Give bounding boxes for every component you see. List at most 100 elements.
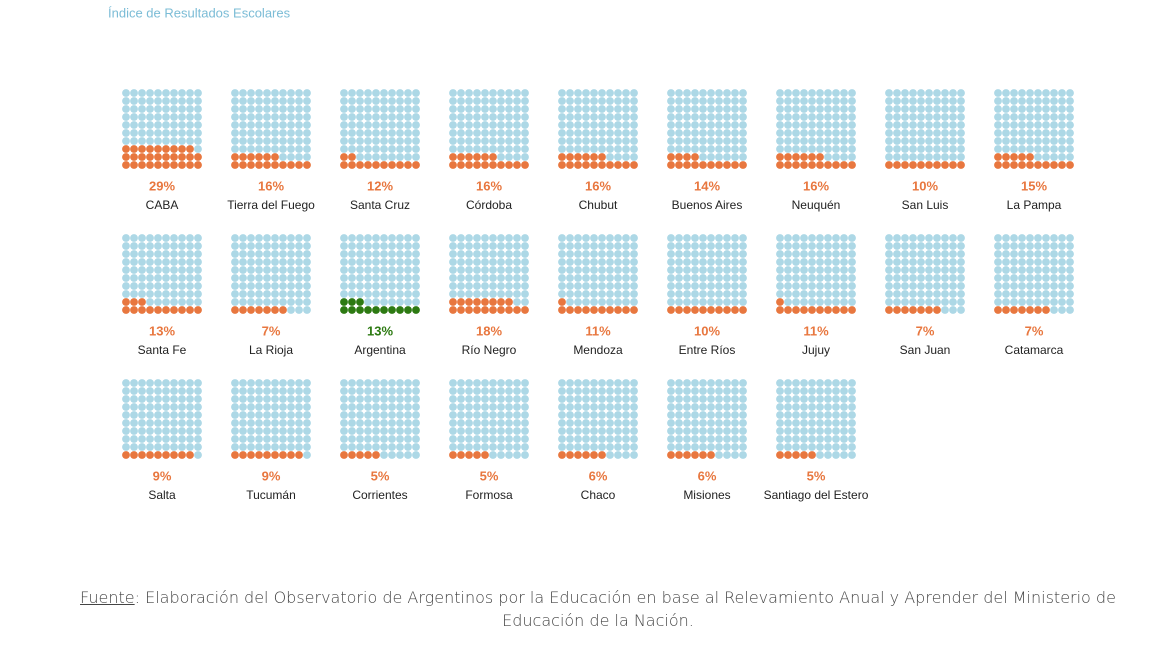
waffle-dot-empty (138, 234, 146, 242)
waffle-dot-filled (1034, 161, 1042, 169)
waffle-dot-empty (917, 113, 925, 121)
waffle-dot-empty (723, 105, 731, 113)
waffle-dot-empty (691, 290, 699, 298)
waffle-dot-empty (909, 105, 917, 113)
waffle-dot-empty (590, 113, 598, 121)
waffle-dot-empty (707, 137, 715, 145)
waffle-dot-empty (893, 113, 901, 121)
waffle-dot-empty (784, 89, 792, 97)
waffle-dot-empty (162, 419, 170, 427)
waffle-dot-empty (356, 274, 364, 282)
waffle-dot-empty (558, 274, 566, 282)
waffle-dot-empty (699, 403, 707, 411)
waffle-dot-empty (590, 129, 598, 137)
category-label: Tucumán (246, 488, 296, 502)
waffle-dot-empty (473, 443, 481, 451)
waffle-dot-empty (162, 443, 170, 451)
waffle-dot-empty (566, 113, 574, 121)
waffle-dot-empty (303, 274, 311, 282)
waffle-dot-empty (957, 121, 965, 129)
value-label: 5% (480, 468, 499, 483)
waffle-dot-empty (231, 419, 239, 427)
waffle-dot-empty (186, 250, 194, 258)
waffle-dot-empty (239, 427, 247, 435)
waffle-dot-empty (816, 242, 824, 250)
waffle-dot-empty (1066, 242, 1074, 250)
waffle-dot-empty (388, 105, 396, 113)
waffle-dot-empty (622, 451, 630, 459)
waffle-dot-empty (739, 419, 747, 427)
waffle-dot-empty (239, 290, 247, 298)
waffle-dot-empty (941, 113, 949, 121)
waffle-dot-empty (901, 234, 909, 242)
waffle-dot-empty (683, 274, 691, 282)
waffle-dot-filled (449, 161, 457, 169)
waffle-dot-empty (138, 443, 146, 451)
waffle-dot-empty (295, 387, 303, 395)
waffle-dot-filled (170, 145, 178, 153)
waffle-dot-filled (1010, 153, 1018, 161)
waffle-dot-empty (574, 105, 582, 113)
waffle-dot-empty (739, 395, 747, 403)
waffle-dot-empty (800, 274, 808, 282)
waffle-dot-empty (683, 97, 691, 105)
waffle-dot-empty (162, 250, 170, 258)
waffle-dot-filled (667, 306, 675, 314)
waffle-dot-empty (138, 387, 146, 395)
waffle-dot-empty (941, 137, 949, 145)
waffle-dot-empty (489, 121, 497, 129)
waffle-dot-empty (138, 290, 146, 298)
waffle-dot-empty (263, 89, 271, 97)
waffle-dot-empty (816, 298, 824, 306)
waffle-dot-empty (683, 411, 691, 419)
waffle-dot-empty (449, 137, 457, 145)
waffle-dot-empty (146, 290, 154, 298)
waffle-dot-filled (231, 306, 239, 314)
waffle-dot-empty (239, 250, 247, 258)
waffle-dot-empty (606, 89, 614, 97)
waffle-dot-empty (154, 298, 162, 306)
waffle-dot-empty (388, 443, 396, 451)
waffle-dot-empty (824, 97, 832, 105)
waffle-dot-empty (885, 129, 893, 137)
waffle-dot-filled (122, 145, 130, 153)
waffle-dot-empty (279, 443, 287, 451)
waffle-dot-empty (271, 242, 279, 250)
waffle-dot-empty (231, 427, 239, 435)
waffle-dot-empty (340, 121, 348, 129)
waffle-dot-empty (630, 298, 638, 306)
waffle-dot-empty (816, 145, 824, 153)
waffle-dot-empty (848, 419, 856, 427)
waffle-dot-empty (558, 411, 566, 419)
waffle-dot-empty (776, 379, 784, 387)
waffle-dot-empty (824, 395, 832, 403)
waffle-dot-empty (122, 89, 130, 97)
waffle-dot-empty (675, 282, 683, 290)
waffle-dot-empty (505, 121, 513, 129)
waffle-dot-empty (372, 121, 380, 129)
waffle-dot-empty (388, 258, 396, 266)
waffle-dot-empty (582, 290, 590, 298)
waffle-dot-empty (162, 105, 170, 113)
waffle-dot-empty (364, 137, 372, 145)
waffle-dot-empty (792, 113, 800, 121)
waffle-dot-filled (832, 306, 840, 314)
waffle-dot-empty (715, 266, 723, 274)
waffle-dot-empty (699, 145, 707, 153)
waffle-dot-empty (667, 443, 675, 451)
waffle-dot-empty (808, 290, 816, 298)
waffle-dot-empty (404, 258, 412, 266)
waffle-dot-empty (449, 258, 457, 266)
waffle-dot-empty (263, 250, 271, 258)
waffle-dot-empty (566, 387, 574, 395)
waffle-dot-empty (194, 234, 202, 242)
waffle-dot-empty (1042, 137, 1050, 145)
waffle-dot-empty (513, 234, 521, 242)
waffle-dot-empty (715, 411, 723, 419)
waffle-dot-filled (808, 161, 816, 169)
waffle-dot-empty (630, 379, 638, 387)
waffle-dot-empty (279, 105, 287, 113)
waffle-dot-empty (247, 274, 255, 282)
waffle-dot-filled (372, 161, 380, 169)
waffle-dot-empty (489, 411, 497, 419)
